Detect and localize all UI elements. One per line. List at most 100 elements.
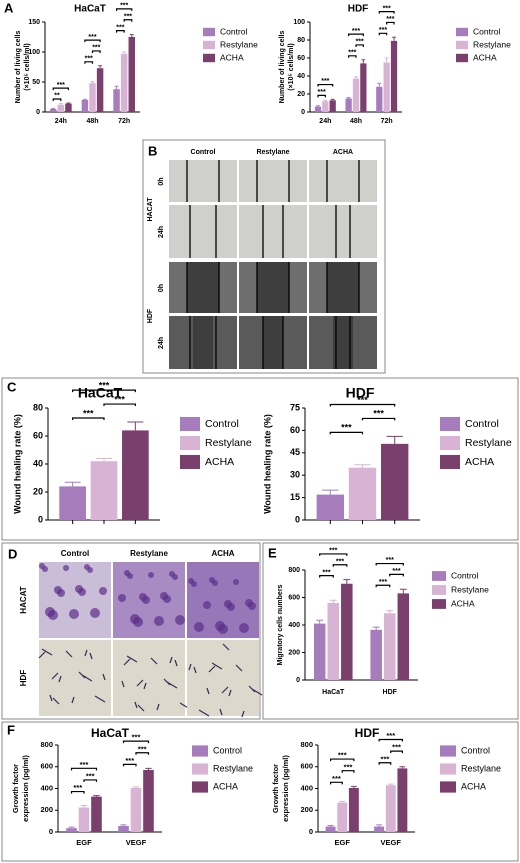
cell <box>150 657 158 665</box>
significance-bracket <box>115 8 133 11</box>
cell <box>193 666 197 674</box>
significance-bracket <box>84 61 94 64</box>
legend-swatch <box>432 571 446 581</box>
y-axis-label: (×10⁵ cells/ml) <box>288 43 295 90</box>
wound-gap <box>187 262 219 313</box>
bar <box>374 826 385 832</box>
error-bar <box>354 76 358 79</box>
bar <box>325 826 336 832</box>
y-axis-label: Number of living cells <box>279 31 286 104</box>
legend-label: Control <box>205 418 239 430</box>
cell <box>48 610 58 620</box>
bar <box>352 78 360 112</box>
row-label: HDF <box>19 670 28 687</box>
y-tick-label: 0 <box>295 514 300 524</box>
error-bar <box>384 57 389 63</box>
legend-label: ACHA <box>220 52 244 62</box>
cell <box>203 601 211 609</box>
significance-label: *** <box>318 89 326 96</box>
y-tick-label: 100 <box>28 49 40 56</box>
y-tick-label: 400 <box>300 783 313 792</box>
bar <box>397 593 410 680</box>
bar <box>376 86 383 112</box>
significance-bracket <box>135 752 150 755</box>
error-bar <box>387 783 394 786</box>
significance-bracket <box>390 750 403 754</box>
y-tick-label: 0 <box>309 827 313 836</box>
micrograph <box>309 160 377 202</box>
bar <box>381 443 409 520</box>
significance-label: *** <box>83 408 94 418</box>
error-bar <box>346 97 351 99</box>
bar <box>143 770 154 832</box>
panel-box <box>1 542 261 720</box>
significance-bracket <box>389 573 404 577</box>
significance-bracket <box>329 403 396 407</box>
significance-bracket <box>52 98 62 101</box>
error-bar <box>316 105 320 107</box>
y-axis-label: Number of living cells <box>15 31 22 104</box>
significance-label: *** <box>80 760 89 769</box>
significance-label: *** <box>86 772 95 781</box>
panel-box <box>142 139 386 374</box>
column-label: Restylane <box>130 549 168 558</box>
bar <box>59 486 86 520</box>
significance-bracket <box>330 758 355 762</box>
significance-bracket <box>52 87 70 91</box>
y-tick-label: 0 <box>36 109 40 116</box>
error-bar <box>327 824 334 827</box>
cell <box>134 701 138 709</box>
cell <box>239 623 249 633</box>
row-label: 24h <box>158 337 165 349</box>
error-bar <box>132 786 140 788</box>
bar <box>348 467 377 520</box>
significance-bracket <box>355 44 364 47</box>
significance-label: *** <box>132 733 141 742</box>
legend-swatch <box>203 53 215 63</box>
legend-swatch <box>180 436 200 450</box>
error-bar <box>82 98 87 100</box>
cell <box>194 622 204 632</box>
significance-label: *** <box>99 380 110 390</box>
significance-label: *** <box>73 783 82 792</box>
significance-bracket <box>72 417 105 420</box>
y-tick-label: 200 <box>40 805 53 814</box>
significance-label: *** <box>392 568 400 575</box>
cell <box>156 703 160 711</box>
significance-bracket <box>103 403 136 407</box>
cell <box>78 588 86 596</box>
error-bar <box>386 610 394 614</box>
cell <box>198 709 210 717</box>
legend-swatch <box>456 40 468 50</box>
cell <box>221 686 229 694</box>
bar <box>91 796 102 832</box>
cell <box>123 658 131 666</box>
cell <box>49 694 53 702</box>
legend-swatch <box>456 53 468 63</box>
cell <box>188 663 192 671</box>
significance-label: *** <box>120 3 128 10</box>
x-tick-label: 72h <box>381 118 393 125</box>
row-label: 0h <box>158 177 165 185</box>
cell <box>102 673 106 681</box>
significance-label: *** <box>114 394 125 404</box>
panel-letter: F <box>7 722 15 737</box>
significance-label: *** <box>344 762 353 771</box>
x-tick-label: VEGF <box>381 838 402 847</box>
significance-bracket <box>329 431 364 435</box>
cell <box>191 581 197 587</box>
cell <box>52 697 60 705</box>
chart-title: HaCaT <box>74 4 106 15</box>
legend-label: ACHA <box>213 781 238 791</box>
micrograph <box>239 205 307 258</box>
significance-label: *** <box>329 548 337 555</box>
y-tick-label: 200 <box>288 649 300 656</box>
row-group-label: HDF <box>147 308 154 323</box>
legend-label: ACHA <box>461 781 486 791</box>
x-tick-label: EGF <box>76 838 92 847</box>
significance-bracket <box>386 21 395 25</box>
cell <box>137 704 145 712</box>
error-bar <box>127 421 144 431</box>
significance-label: *** <box>386 16 394 23</box>
cell <box>133 617 143 627</box>
